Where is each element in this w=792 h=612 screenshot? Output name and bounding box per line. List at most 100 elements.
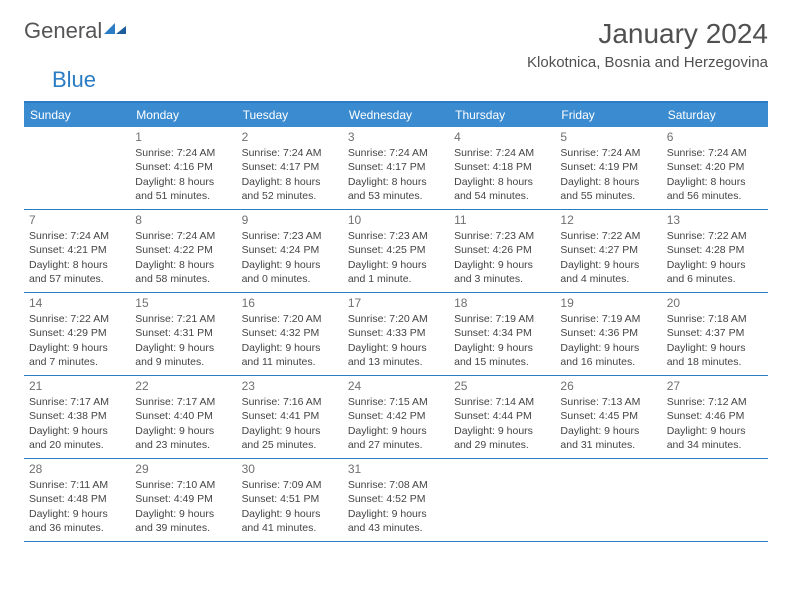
day-info-line: and 15 minutes. — [454, 355, 550, 369]
day-cell: 19Sunrise: 7:19 AMSunset: 4:36 PMDayligh… — [555, 293, 661, 375]
day-number: 18 — [454, 295, 550, 311]
day-info-line: Daylight: 9 hours — [242, 341, 338, 355]
day-info-line: Sunset: 4:31 PM — [135, 326, 231, 340]
day-number: 25 — [454, 378, 550, 394]
day-info-line: Sunrise: 7:23 AM — [348, 229, 444, 243]
day-number: 16 — [242, 295, 338, 311]
day-cell — [24, 127, 130, 209]
day-info-line: Sunrise: 7:24 AM — [454, 146, 550, 160]
day-number: 6 — [667, 129, 763, 145]
day-number: 22 — [135, 378, 231, 394]
week-row: 7Sunrise: 7:24 AMSunset: 4:21 PMDaylight… — [24, 210, 768, 293]
day-info-line: Daylight: 9 hours — [348, 424, 444, 438]
day-info-line: Sunrise: 7:24 AM — [135, 229, 231, 243]
month-title: January 2024 — [527, 18, 768, 50]
day-info-line: Sunrise: 7:19 AM — [560, 312, 656, 326]
day-info-line: Sunrise: 7:08 AM — [348, 478, 444, 492]
day-info-line: Sunrise: 7:13 AM — [560, 395, 656, 409]
day-info-line: Daylight: 9 hours — [454, 341, 550, 355]
day-info-line: and 31 minutes. — [560, 438, 656, 452]
calendar-table: Sunday Monday Tuesday Wednesday Thursday… — [24, 101, 768, 542]
day-info-line: and 11 minutes. — [242, 355, 338, 369]
day-info-line: Daylight: 8 hours — [348, 175, 444, 189]
day-info-line: and 54 minutes. — [454, 189, 550, 203]
day-header-wed: Wednesday — [343, 103, 449, 127]
day-info-line: Sunset: 4:33 PM — [348, 326, 444, 340]
day-info-line: Sunrise: 7:21 AM — [135, 312, 231, 326]
day-info-line: Daylight: 8 hours — [135, 258, 231, 272]
day-info-line: Sunrise: 7:24 AM — [667, 146, 763, 160]
day-info-line: Daylight: 8 hours — [242, 175, 338, 189]
day-cell: 11Sunrise: 7:23 AMSunset: 4:26 PMDayligh… — [449, 210, 555, 292]
day-info-line: and 1 minute. — [348, 272, 444, 286]
day-number: 27 — [667, 378, 763, 394]
day-cell: 26Sunrise: 7:13 AMSunset: 4:45 PMDayligh… — [555, 376, 661, 458]
day-cell: 5Sunrise: 7:24 AMSunset: 4:19 PMDaylight… — [555, 127, 661, 209]
day-info-line: Sunrise: 7:24 AM — [29, 229, 125, 243]
day-info-line: Sunrise: 7:20 AM — [348, 312, 444, 326]
day-number: 7 — [29, 212, 125, 228]
day-number: 30 — [242, 461, 338, 477]
day-info-line: and 7 minutes. — [29, 355, 125, 369]
day-cell: 13Sunrise: 7:22 AMSunset: 4:28 PMDayligh… — [662, 210, 768, 292]
day-cell: 25Sunrise: 7:14 AMSunset: 4:44 PMDayligh… — [449, 376, 555, 458]
day-number: 20 — [667, 295, 763, 311]
day-info-line: Daylight: 8 hours — [135, 175, 231, 189]
day-info-line: Sunset: 4:29 PM — [29, 326, 125, 340]
page-header: General January 2024 Klokotnica, Bosnia … — [24, 18, 768, 71]
day-info-line: and 43 minutes. — [348, 521, 444, 535]
day-cell: 24Sunrise: 7:15 AMSunset: 4:42 PMDayligh… — [343, 376, 449, 458]
day-info-line: Sunset: 4:20 PM — [667, 160, 763, 174]
day-info-line: Daylight: 9 hours — [560, 258, 656, 272]
day-cell: 27Sunrise: 7:12 AMSunset: 4:46 PMDayligh… — [662, 376, 768, 458]
week-row: 14Sunrise: 7:22 AMSunset: 4:29 PMDayligh… — [24, 293, 768, 376]
day-info-line: and 16 minutes. — [560, 355, 656, 369]
day-info-line: and 0 minutes. — [242, 272, 338, 286]
day-cell: 20Sunrise: 7:18 AMSunset: 4:37 PMDayligh… — [662, 293, 768, 375]
day-number: 13 — [667, 212, 763, 228]
day-cell: 12Sunrise: 7:22 AMSunset: 4:27 PMDayligh… — [555, 210, 661, 292]
day-info-line: and 41 minutes. — [242, 521, 338, 535]
day-number: 8 — [135, 212, 231, 228]
day-info-line: Sunset: 4:40 PM — [135, 409, 231, 423]
day-info-line: and 53 minutes. — [348, 189, 444, 203]
day-info-line: Sunset: 4:25 PM — [348, 243, 444, 257]
day-info-line: and 27 minutes. — [348, 438, 444, 452]
day-info-line: Sunrise: 7:17 AM — [135, 395, 231, 409]
day-info-line: Sunrise: 7:22 AM — [560, 229, 656, 243]
day-info-line: Sunrise: 7:14 AM — [454, 395, 550, 409]
day-number: 15 — [135, 295, 231, 311]
day-info-line: Sunrise: 7:18 AM — [667, 312, 763, 326]
day-info-line: and 9 minutes. — [135, 355, 231, 369]
day-number: 11 — [454, 212, 550, 228]
day-info-line: Daylight: 9 hours — [560, 424, 656, 438]
day-cell: 15Sunrise: 7:21 AMSunset: 4:31 PMDayligh… — [130, 293, 236, 375]
day-cell: 16Sunrise: 7:20 AMSunset: 4:32 PMDayligh… — [237, 293, 343, 375]
day-header-thu: Thursday — [449, 103, 555, 127]
logo-word-1: General — [24, 18, 102, 44]
day-number: 19 — [560, 295, 656, 311]
day-info-line: Sunrise: 7:16 AM — [242, 395, 338, 409]
day-info-line: Sunset: 4:51 PM — [242, 492, 338, 506]
day-info-line: Sunset: 4:34 PM — [454, 326, 550, 340]
day-cell: 6Sunrise: 7:24 AMSunset: 4:20 PMDaylight… — [662, 127, 768, 209]
day-number: 21 — [29, 378, 125, 394]
day-info-line: and 4 minutes. — [560, 272, 656, 286]
week-row: 28Sunrise: 7:11 AMSunset: 4:48 PMDayligh… — [24, 459, 768, 542]
day-cell — [662, 459, 768, 541]
day-info-line: and 36 minutes. — [29, 521, 125, 535]
day-info-line: Sunset: 4:45 PM — [560, 409, 656, 423]
day-cell: 22Sunrise: 7:17 AMSunset: 4:40 PMDayligh… — [130, 376, 236, 458]
day-info-line: Sunset: 4:24 PM — [242, 243, 338, 257]
day-info-line: and 58 minutes. — [135, 272, 231, 286]
day-info-line: and 39 minutes. — [135, 521, 231, 535]
day-info-line: Sunrise: 7:11 AM — [29, 478, 125, 492]
day-info-line: Daylight: 9 hours — [667, 341, 763, 355]
day-info-line: Sunset: 4:28 PM — [667, 243, 763, 257]
day-info-line: Sunrise: 7:23 AM — [242, 229, 338, 243]
day-cell: 2Sunrise: 7:24 AMSunset: 4:17 PMDaylight… — [237, 127, 343, 209]
day-number: 5 — [560, 129, 656, 145]
day-info-line: and 34 minutes. — [667, 438, 763, 452]
day-info-line: Sunrise: 7:12 AM — [667, 395, 763, 409]
day-info-line: Sunset: 4:46 PM — [667, 409, 763, 423]
